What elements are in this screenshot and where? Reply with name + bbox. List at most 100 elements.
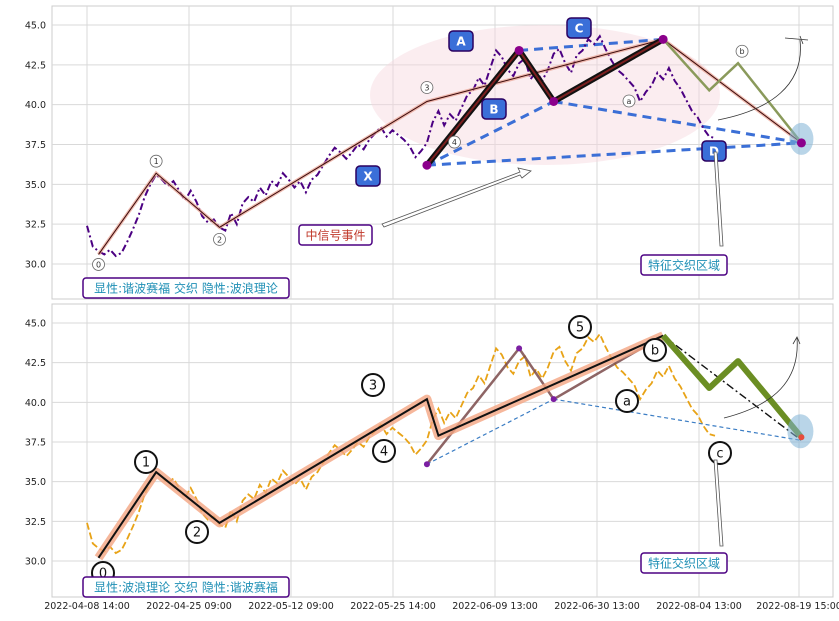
pattern-vertex-dot <box>516 345 523 352</box>
pattern-label-text: X <box>363 170 373 184</box>
pattern-leg-core <box>426 49 520 166</box>
signal-event-label: 中信号事件 <box>305 228 365 243</box>
wave-marker-circle <box>735 44 749 58</box>
feature-zone-label: 特征交织区域 <box>648 258 720 273</box>
zone-pointer <box>713 459 724 547</box>
pattern-leg-core <box>553 38 664 103</box>
bottom-y-tick-label: 32.5 <box>25 517 46 528</box>
wave-marker-circle <box>568 315 592 339</box>
top-y-tick-label: 37.5 <box>25 140 46 151</box>
pattern-dashed-line <box>426 100 555 167</box>
feature-zone-label: 特征交织区域 <box>648 556 720 571</box>
bottom-plot-area <box>51 303 834 598</box>
wave-marker-circle <box>622 94 636 108</box>
pattern-vertex-dot <box>423 461 430 468</box>
wave-marker-circle <box>149 154 163 168</box>
curved-arrow <box>717 39 801 121</box>
wave-marker-label: 3 <box>369 379 377 394</box>
x-tick-label: 2022-04-25 09:00 <box>146 601 232 612</box>
wave-impulse-line <box>97 334 664 559</box>
x-tick-label: 2022-05-25 14:00 <box>350 601 436 612</box>
pattern-vertex-dot <box>549 96 559 106</box>
pattern-label-box <box>448 30 474 52</box>
harmonic-dashdot-line <box>662 335 802 441</box>
pattern-vertex-dot <box>550 396 557 403</box>
wave-marker-circle <box>361 373 385 397</box>
price-series-line <box>86 34 716 258</box>
bottom-y-tick-label: 30.0 <box>25 557 46 568</box>
x-tick-label: 2022-06-09 13:00 <box>452 601 538 612</box>
wave-marker-label: a <box>627 97 632 106</box>
top-y-tick-label: 40.0 <box>25 100 46 111</box>
bottom-y-tick-label: 45.0 <box>25 319 46 330</box>
feature-zone-box <box>640 254 728 276</box>
x-tick-label: 2022-06-30 13:00 <box>554 601 640 612</box>
bottom-panel: 45.0 42.5 40.0 37.5 35.0 32.5 30.0 0 1 2 3 4 5 a b c 特征交… <box>25 303 834 598</box>
zone-pointer <box>713 151 724 247</box>
harmonic-path-line <box>425 334 664 465</box>
pattern-vertex-dot <box>658 34 668 44</box>
top-panel: 45.0 42.5 40.0 37.5 35.0 32.5 30.0 0 1 2 3 4 a b X A B C D… <box>25 5 834 300</box>
pattern-vertex-dot <box>422 160 432 170</box>
wave-marker-circle <box>372 439 396 463</box>
pattern-label-text: B <box>489 103 498 117</box>
wave-marker-label: 2 <box>217 235 222 244</box>
wave-marker-label: 5 <box>576 321 584 336</box>
wave-marker-label: b <box>740 47 745 56</box>
correction-line <box>662 38 803 144</box>
x-tick-label: 2022-08-04 13:00 <box>656 601 742 612</box>
harmonic-dashed-line <box>426 398 554 465</box>
legend-box <box>82 277 290 299</box>
wave-marker-circle <box>448 135 461 149</box>
wave-marker-label: 0 <box>96 260 101 269</box>
pattern-label-text: C <box>575 22 584 36</box>
bottom-y-tick-label: 37.5 <box>25 438 46 449</box>
wave-marker-circle <box>708 441 732 465</box>
top-y-tick-label: 30.0 <box>25 260 46 271</box>
wave-marker-label: 1 <box>142 456 150 471</box>
wave-marker-label: c <box>716 447 723 462</box>
zone-point <box>798 434 805 441</box>
pattern-label-box <box>566 17 592 39</box>
wave-path-line <box>98 38 802 255</box>
wave-marker-label: 3 <box>424 83 429 92</box>
wave-marker-circle <box>643 338 667 362</box>
top-y-tick-label: 42.5 <box>25 60 46 71</box>
wave-marker-label: 1 <box>154 157 159 166</box>
wave-marker-circle <box>134 450 158 474</box>
curved-arrow <box>723 337 798 419</box>
top-y-tick-label: 45.0 <box>25 21 46 32</box>
pattern-dashed-line <box>426 141 802 167</box>
legend-box-label: 显性:波浪理论 交织 隐性:谐波赛福 <box>94 580 278 595</box>
bottom-y-tick-label: 35.0 <box>25 477 46 488</box>
top-y-tick-label: 32.5 <box>25 220 46 231</box>
pattern-leg-core <box>518 49 555 103</box>
correction-line <box>660 333 804 440</box>
signal-arrow <box>381 167 532 228</box>
bottom-y-tick-label: 42.5 <box>25 358 46 369</box>
legend-box-label: 显性:谐波赛福 交织 隐性:波浪理论 <box>94 281 278 296</box>
pattern-label-box <box>701 140 727 162</box>
x-tick-label: 2022-04-08 14:00 <box>44 601 130 612</box>
pattern-vertex-dot <box>514 45 524 55</box>
wave-marker-label: 4 <box>380 445 388 460</box>
x-tick-label: 2022-05-12 09:00 <box>248 601 334 612</box>
top-y-tick-label: 35.0 <box>25 180 46 191</box>
wave-marker-label: a <box>623 395 631 410</box>
wave-marker-circle <box>185 520 209 544</box>
pattern-label-box <box>481 98 507 120</box>
bottom-y-tick-label: 40.0 <box>25 398 46 409</box>
pattern-dashed-line <box>518 37 664 52</box>
pattern-label-text: A <box>456 35 466 49</box>
feature-zone-box <box>640 552 728 574</box>
x-tick-label: 2022-08-19 15:00 <box>756 601 839 612</box>
curved-arrow-head <box>792 336 801 345</box>
pattern-label-box <box>355 165 381 187</box>
wave-marker-circle <box>420 81 434 94</box>
wave-marker-circle <box>213 232 226 246</box>
wave-marker-label: 2 <box>193 526 201 541</box>
pattern-dashed-line <box>553 100 802 145</box>
signal-event-box <box>298 224 373 246</box>
